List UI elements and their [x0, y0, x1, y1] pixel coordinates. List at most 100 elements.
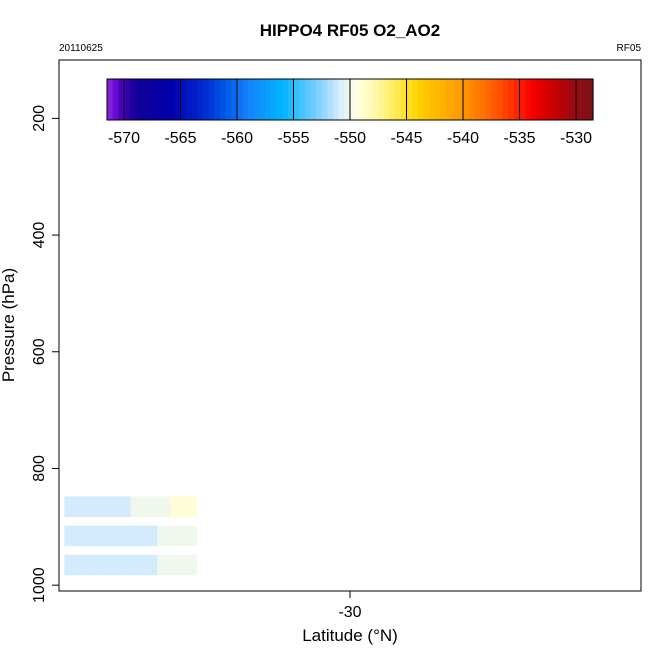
colorbar: -570 -565 -560 -555 -550 -545 -540 -535 -530	[106, 78, 594, 147]
colorbar-swatch	[559, 79, 566, 120]
heatmap-cell	[64, 554, 78, 576]
colorbar-swatch	[123, 79, 131, 120]
y-tick-label: 1000	[31, 567, 48, 603]
colorbar-swatch	[276, 79, 283, 120]
colorbar-swatch	[587, 79, 594, 120]
heatmap-cell	[104, 525, 118, 547]
colorbar-swatch	[338, 79, 345, 120]
colorbar-swatch	[525, 79, 532, 120]
colorbar-swatch	[208, 79, 215, 120]
colorbar-swatch	[304, 79, 312, 120]
colorbar-swatch	[372, 79, 379, 120]
colorbar-swatch	[366, 79, 374, 120]
heatmap-cells	[64, 496, 197, 576]
colorbar-swatch	[270, 79, 278, 120]
heatmap-cell	[157, 496, 171, 517]
colorbar-swatch	[118, 79, 125, 120]
colorbar-swatch	[389, 79, 396, 120]
y-tick-label: 600	[31, 338, 48, 365]
flight-label: RF05	[617, 43, 642, 54]
colorbar-swatch	[542, 79, 549, 120]
heatmap-cell	[117, 496, 131, 517]
heatmap-cell	[64, 496, 78, 517]
colorbar-swatch	[576, 79, 583, 120]
colorbar-swatch	[451, 79, 458, 120]
colorbar-swatch	[163, 79, 170, 120]
colorbar-swatch	[344, 79, 351, 120]
heatmap-cell	[170, 525, 184, 547]
colorbar-swatch	[316, 79, 323, 120]
colorbar-swatch	[412, 79, 419, 120]
y-tick-label: 200	[31, 105, 48, 132]
colorbar-swatch	[513, 79, 521, 120]
colorbar-swatch	[457, 79, 464, 120]
colorbar-swatch	[491, 79, 498, 120]
colorbar-swatch	[440, 79, 447, 120]
heatmap-cell	[117, 525, 131, 547]
heatmap-cell	[130, 554, 145, 576]
colorbar-swatch	[236, 79, 244, 120]
heatmap-cell	[130, 525, 145, 547]
colorbar-swatch	[107, 79, 114, 120]
heatmap-cell	[77, 525, 92, 547]
colorbar-swatch	[361, 79, 368, 120]
heatmap-cell	[143, 496, 158, 517]
colorbar-tick-label: -545	[390, 130, 422, 147]
colorbar-swatch	[220, 79, 227, 120]
colorbar-tick-label: -555	[277, 130, 309, 147]
colorbar-swatch	[174, 79, 182, 120]
colorbar-swatch	[135, 79, 142, 120]
heatmap-cell	[170, 496, 184, 517]
colorbar-swatch	[564, 79, 571, 120]
colorbar-swatch	[547, 79, 555, 120]
y-axis: 200 400 600 800 1000	[31, 105, 59, 603]
colorbar-tick-label: -535	[504, 130, 536, 147]
colorbar-swatch	[293, 79, 300, 120]
heatmap-cell	[170, 554, 184, 576]
colorbar-swatch	[152, 79, 159, 120]
colorbar-swatch	[400, 79, 408, 120]
colorbar-swatch	[553, 79, 560, 120]
heatmap-cell	[183, 496, 197, 517]
heatmap-cell	[157, 554, 171, 576]
colorbar-swatch	[140, 79, 148, 120]
colorbar-swatch	[468, 79, 475, 120]
colorbar-swatch	[474, 79, 481, 120]
colorbar-swatch	[231, 79, 238, 120]
colorbar-swatch	[333, 79, 340, 120]
colorbar-swatch	[423, 79, 430, 120]
colorbar-swatch	[496, 79, 504, 120]
colorbar-swatch	[485, 79, 492, 120]
colorbar-swatch	[225, 79, 232, 120]
colorbar-swatch	[310, 79, 317, 120]
colorbar-swatch	[581, 79, 588, 120]
colorbar-swatch	[248, 79, 255, 120]
colorbar-swatch	[186, 79, 193, 120]
colorbar-swatch	[282, 79, 289, 120]
heatmap-cell	[77, 554, 92, 576]
x-tick-label: -30	[338, 604, 361, 621]
x-axis: -30	[338, 591, 362, 621]
colorbar-swatch	[446, 79, 453, 120]
heatmap-cell	[130, 496, 145, 517]
heatmap-cell	[157, 525, 171, 547]
heatmap-cell	[143, 525, 158, 547]
colorbar-swatch	[157, 79, 165, 120]
colorbar-swatch	[112, 79, 119, 120]
colorbar-swatch	[570, 79, 577, 120]
colorbar-tick-label: -540	[447, 130, 479, 147]
heatmap-cell	[183, 554, 197, 576]
colorbar-swatch	[169, 79, 176, 120]
colorbar-swatch	[180, 79, 187, 120]
colorbar-swatch	[479, 79, 487, 120]
colorbar-swatch	[242, 79, 249, 120]
colorbar-swatch	[197, 79, 204, 120]
colorbar-swatch	[327, 79, 334, 120]
colorbar-swatch	[378, 79, 385, 120]
colorbar-swatch	[259, 79, 266, 120]
date-label: 20110625	[59, 43, 103, 54]
colorbar-swatch	[350, 79, 357, 120]
colorbar-swatch	[265, 79, 272, 120]
heatmap-cell	[117, 554, 131, 576]
